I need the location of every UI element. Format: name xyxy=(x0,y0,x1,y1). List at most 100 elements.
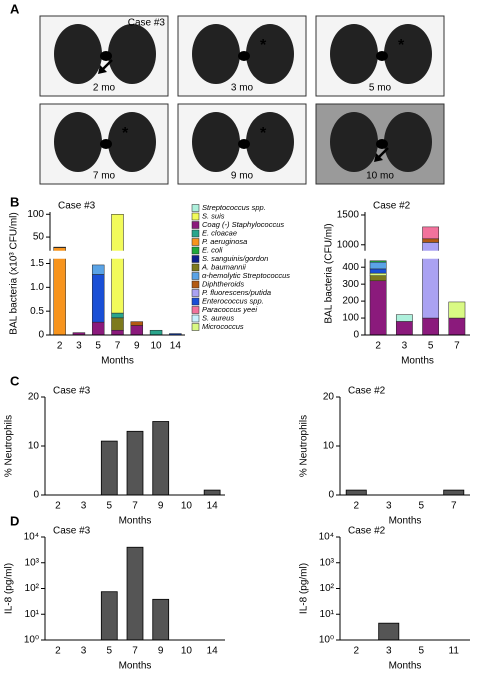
legend-swatch xyxy=(191,280,200,289)
x-tick-label: 3 xyxy=(386,501,392,512)
bar-segment xyxy=(369,275,387,282)
panel-label: C xyxy=(10,373,20,388)
legend-swatch xyxy=(191,314,200,323)
legend-label: P. fluorescens/putida xyxy=(202,288,271,297)
legend-swatch xyxy=(191,221,200,229)
airway xyxy=(238,51,250,61)
y-tick-label: 1.0 xyxy=(30,282,44,293)
arrow-head xyxy=(374,153,383,162)
y-tick-label: 10¹ xyxy=(320,609,335,620)
arrow-head xyxy=(98,65,107,74)
legend-label: E. coli xyxy=(202,245,223,254)
airway xyxy=(100,139,112,149)
legend-swatch xyxy=(191,204,200,212)
y-tick-label: 1000 xyxy=(337,239,360,250)
chart-title: Case #3 xyxy=(53,526,91,537)
legend-swatch xyxy=(191,306,200,314)
chart-title: Case #3 xyxy=(58,201,96,212)
chart-title: Case #2 xyxy=(373,201,411,212)
axis-break xyxy=(359,250,470,259)
x-tick-label: 14 xyxy=(170,341,182,352)
y-axis-label: BAL bacteria (x10³ CFU/ml) xyxy=(9,212,20,334)
x-tick-label: 9 xyxy=(158,501,164,512)
lung xyxy=(384,24,432,84)
bar-segment xyxy=(130,325,144,336)
y-tick-label: 10 xyxy=(28,441,40,452)
x-tick-label: 5 xyxy=(428,341,434,352)
y-axis-label: % Neutrophils xyxy=(4,415,15,477)
lung xyxy=(54,24,102,84)
y-tick-label: 0 xyxy=(33,490,39,501)
lung xyxy=(330,24,378,84)
legend-swatch xyxy=(191,263,200,272)
x-tick-label: 10 xyxy=(151,341,163,352)
legend-label: A. baumannii xyxy=(201,262,246,271)
bar-segment xyxy=(111,329,124,336)
x-tick-label: 3 xyxy=(81,501,87,512)
panel-label: A xyxy=(10,1,20,16)
bar xyxy=(345,489,367,496)
asterisk: * xyxy=(398,37,405,54)
image-label: 2 mo xyxy=(93,83,116,94)
x-tick-label: 7 xyxy=(454,341,460,352)
bar xyxy=(378,622,400,641)
image-label: 7 mo xyxy=(93,171,116,182)
legend-label: Micrococcus xyxy=(202,322,244,331)
y-tick-label: 0 xyxy=(353,330,359,341)
legend-label: Paracoccus yeei xyxy=(202,305,257,314)
legend-swatch xyxy=(191,255,200,263)
asterisk: * xyxy=(122,125,129,142)
asterisk: * xyxy=(260,125,267,142)
x-axis-label: Months xyxy=(389,516,422,527)
bar-segment xyxy=(369,261,387,270)
bar-segment xyxy=(422,238,440,243)
x-tick-label: 2 xyxy=(375,341,381,352)
x-tick-label: 2 xyxy=(55,501,61,512)
y-tick-label: 200 xyxy=(342,296,359,307)
x-tick-label: 14 xyxy=(207,501,219,512)
x-tick-label: 7 xyxy=(132,501,138,512)
y-tick-label: 10³ xyxy=(25,557,40,568)
bar-segment xyxy=(448,301,466,319)
lung xyxy=(246,112,294,172)
bar xyxy=(152,421,170,496)
y-axis-label: % Neutrophils xyxy=(299,415,310,477)
x-tick-label: 2 xyxy=(353,501,359,512)
lung xyxy=(192,112,240,172)
arrow xyxy=(101,59,113,71)
y-tick-label: 10² xyxy=(320,583,335,594)
bar-segment xyxy=(369,268,387,274)
x-tick-label: 5 xyxy=(418,646,424,657)
lung xyxy=(330,112,378,172)
bar-segment xyxy=(448,317,466,336)
legend-label: Coag (-) Staphylococcus xyxy=(202,220,284,229)
y-tick-label: 100 xyxy=(342,313,359,324)
bar-segment xyxy=(422,226,440,240)
y-tick-label: 10 xyxy=(323,441,335,452)
bar xyxy=(443,489,465,496)
airway xyxy=(376,139,388,149)
x-tick-label: 9 xyxy=(134,341,140,352)
legend-swatch xyxy=(191,212,200,221)
legend-label: Enterococcus spp. xyxy=(202,296,264,305)
bar-segment xyxy=(395,321,413,336)
x-tick-label: 2 xyxy=(57,341,63,352)
asterisk: * xyxy=(260,37,267,54)
x-tick-label: 2 xyxy=(353,646,359,657)
x-axis-label: Months xyxy=(119,516,152,527)
y-tick-label: 10² xyxy=(25,583,40,594)
legend-swatch xyxy=(191,272,200,280)
legend-swatch xyxy=(191,238,200,246)
bar xyxy=(100,440,118,496)
y-tick-label: 20 xyxy=(28,392,40,403)
y-tick-label: 0 xyxy=(38,330,44,341)
chart-title: Case #2 xyxy=(348,386,386,397)
bar-segment xyxy=(111,312,124,319)
y-axis-label: IL-8 (pg/ml) xyxy=(299,563,310,614)
image-label: 10 mo xyxy=(366,171,394,182)
x-tick-label: 7 xyxy=(451,501,457,512)
bar-segment xyxy=(91,264,105,275)
bar-segment xyxy=(111,317,124,331)
x-tick-label: 3 xyxy=(76,341,82,352)
x-tick-label: 3 xyxy=(386,646,392,657)
